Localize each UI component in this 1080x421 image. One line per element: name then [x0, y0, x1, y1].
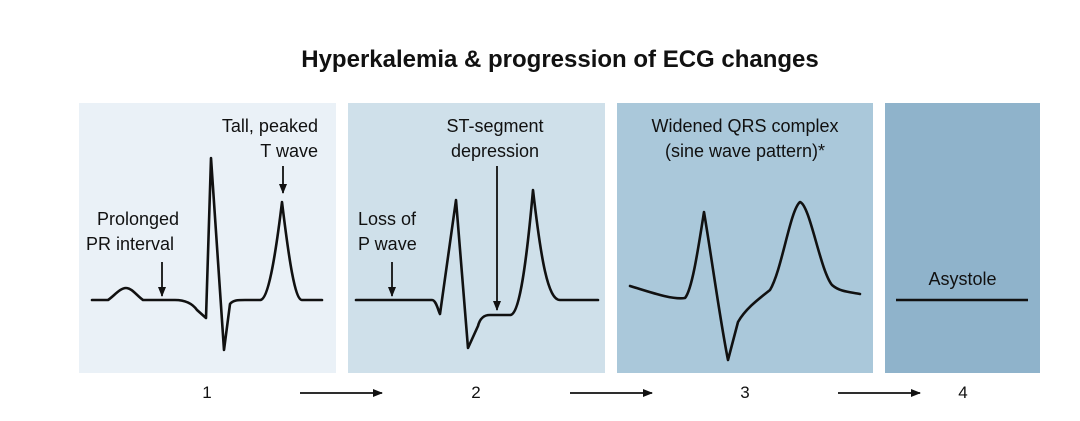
- label-st-segment: ST-segment: [446, 116, 544, 136]
- label-p-wave: P wave: [358, 234, 417, 254]
- label-t-wave: T wave: [260, 141, 318, 161]
- label-asystole: Asystole: [928, 269, 997, 289]
- diagram-title: Hyperkalemia & progression of ECG change…: [301, 46, 819, 73]
- label-prolonged: Prolonged: [97, 209, 180, 229]
- label-loss-of: Loss of: [358, 209, 417, 229]
- ecg-waveform-stage-3: [628, 200, 862, 362]
- step-number-3: 3: [740, 383, 750, 402]
- step-number-4: 4: [958, 383, 968, 402]
- label-tall-peaked: Tall, peaked: [221, 116, 318, 136]
- label-sine-wave: (sine wave pattern)*: [664, 141, 826, 161]
- label-widened-qrs: Widened QRS complex: [651, 116, 839, 136]
- panel-stage-4: [885, 103, 1040, 373]
- ecg-waveform-stage-1: [90, 156, 324, 352]
- panel-stage-3: [617, 103, 873, 373]
- label-pr-interval: PR interval: [86, 234, 175, 254]
- label-depression: depression: [450, 141, 540, 161]
- step-number-2: 2: [471, 383, 481, 402]
- step-number-1: 1: [202, 383, 212, 402]
- ecg-waveform-stage-2: [354, 188, 600, 350]
